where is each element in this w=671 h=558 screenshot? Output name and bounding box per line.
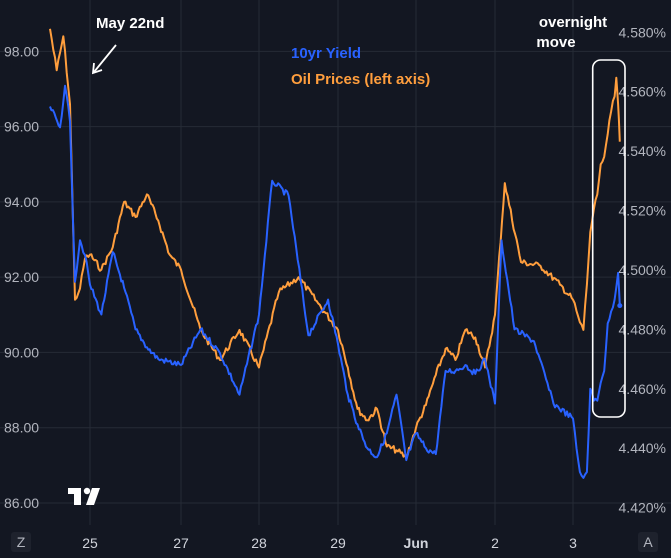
series-line-yield (49, 84, 621, 479)
auto-zoom-button[interactable]: Z (11, 532, 31, 552)
right-tick-label: 4.440% (619, 440, 666, 456)
may-22-arrow-icon (91, 44, 117, 75)
auto-scale-button[interactable]: A (638, 532, 658, 552)
x-tick-label: 3 (569, 535, 577, 551)
x-tick-label: 2 (491, 535, 499, 551)
x-tick-label: 28 (251, 535, 267, 551)
x-tick-label: Jun (404, 535, 429, 551)
legend-entry-oil-prices: Oil Prices (left axis) (291, 71, 430, 88)
left-tick-label: 88.00 (4, 420, 39, 436)
right-tick-label: 4.520% (619, 203, 666, 219)
left-tick-label: 96.00 (4, 119, 39, 135)
right-tick-label: 4.580% (619, 24, 666, 40)
left-tick-label: 98.00 (4, 43, 39, 59)
yield-last-point (617, 303, 623, 309)
left-tick-label: 86.00 (4, 495, 39, 511)
right-tick-label: 4.460% (619, 381, 666, 397)
right-axis: 4.580% 4.560% 4.540% 4.520% 4.500% 4.480% 4.46… (619, 24, 666, 515)
overnight-label-line1: overnight (539, 14, 607, 31)
x-tick-label: 27 (173, 535, 189, 551)
left-tick-label: 94.00 (4, 194, 39, 210)
right-tick-label: 4.480% (619, 321, 666, 337)
left-tick-label: 90.00 (4, 344, 39, 360)
grid (0, 0, 671, 525)
legend-entry-10yr-yield: 10yr Yield (291, 45, 361, 62)
left-axis: 98.00 96.00 94.00 92.00 90.00 88.00 86.00 (4, 43, 39, 511)
left-tick-label: 92.00 (4, 269, 39, 285)
overnight-label-line2: move (536, 34, 575, 51)
right-tick-label: 4.540% (619, 143, 666, 159)
tradingview-logo (68, 487, 100, 505)
right-tick-label: 4.500% (619, 262, 666, 278)
x-axis: 25 27 28 29 Jun 2 3 (82, 535, 577, 551)
auto-scale-button-label: A (643, 534, 653, 550)
series-layer (49, 28, 623, 479)
may-22-label: May 22nd (96, 15, 164, 32)
right-tick-label: 4.420% (619, 500, 666, 516)
overnight-move-box (591, 59, 626, 418)
x-tick-label: 29 (330, 535, 346, 551)
right-tick-label: 4.560% (619, 84, 666, 100)
x-tick-label: 25 (82, 535, 98, 551)
auto-zoom-button-label: Z (17, 534, 26, 550)
series-line-oil (49, 28, 621, 459)
